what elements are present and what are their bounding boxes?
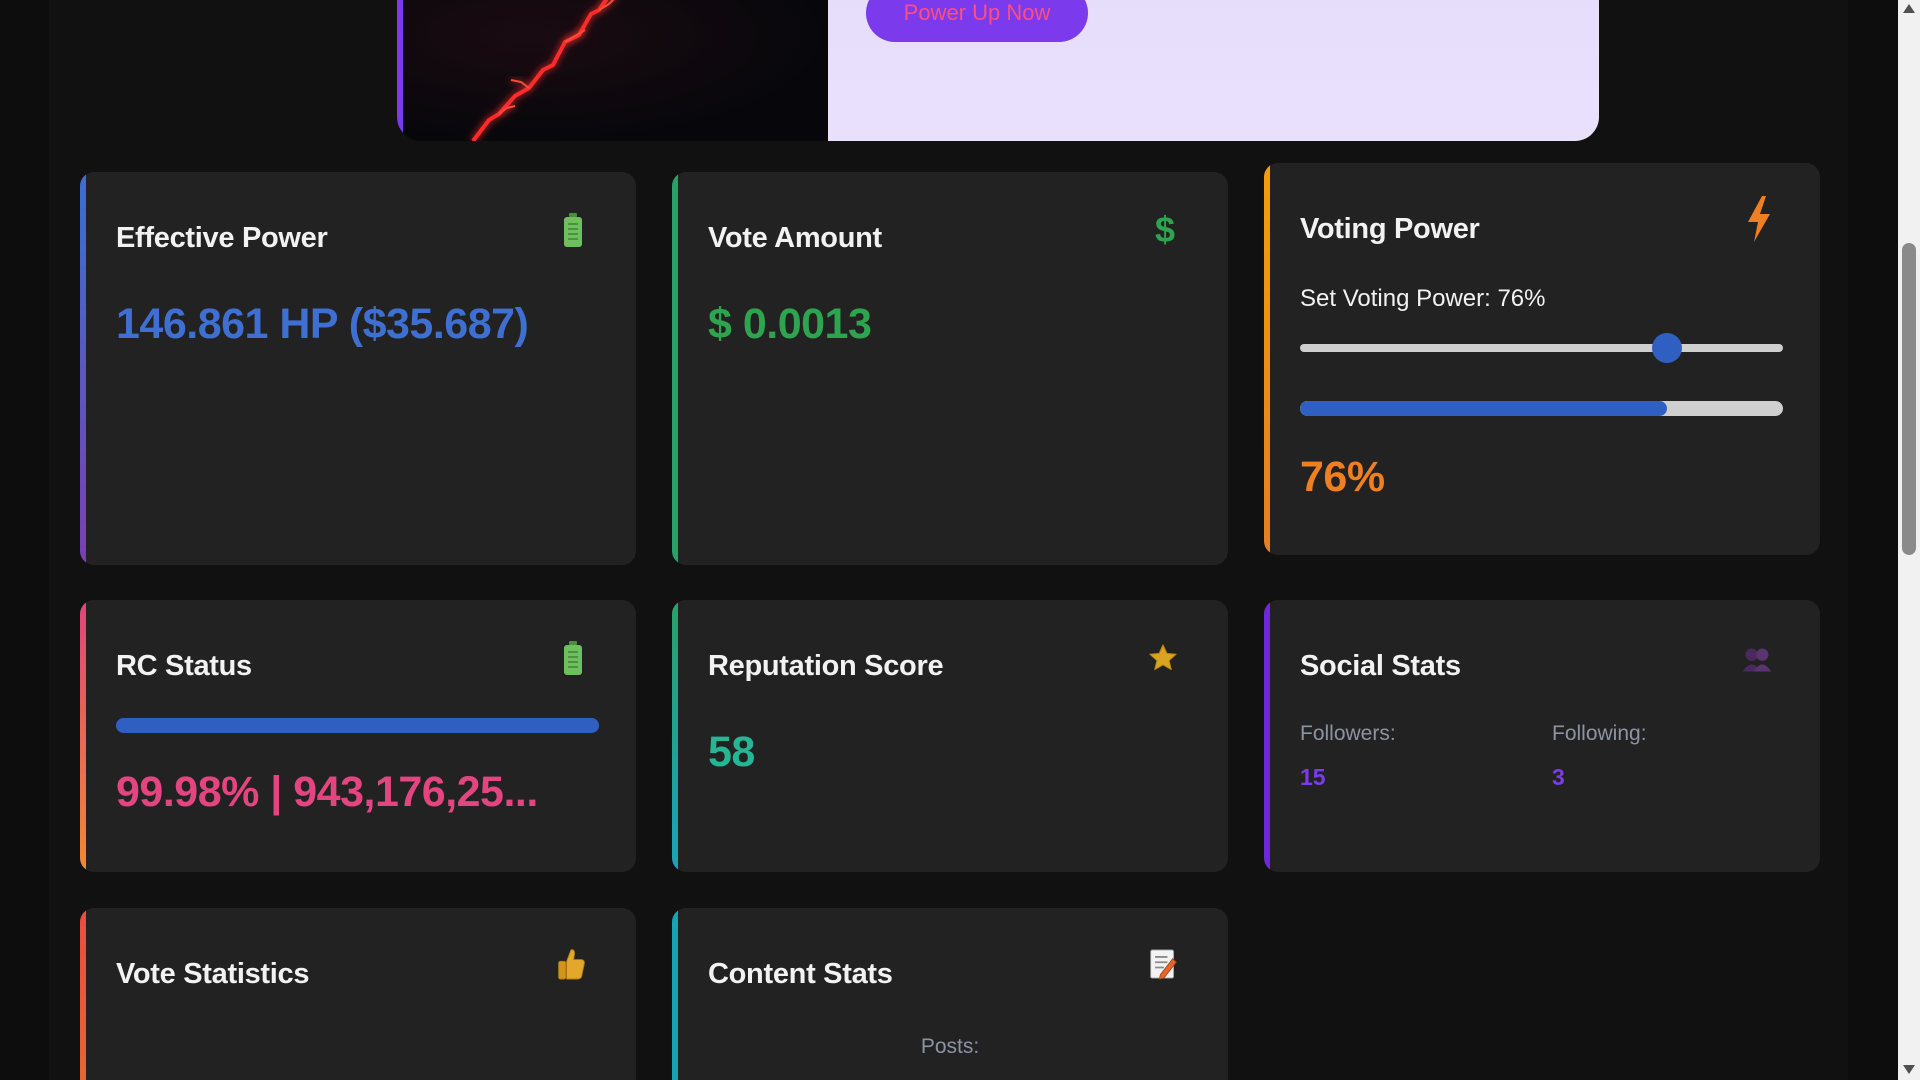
voting-power-progress-bar xyxy=(1300,401,1783,416)
card-title: Content Stats xyxy=(708,958,893,990)
card-title: Vote Amount xyxy=(708,222,882,254)
vote-amount-card: Vote Amount $ $ 0.0013 xyxy=(672,172,1228,565)
card-title: Voting Power xyxy=(1300,213,1480,245)
dollar-icon: $ xyxy=(1154,209,1176,250)
banner-content: Power Up Now xyxy=(828,0,1599,141)
posts-label: Posts: xyxy=(920,1035,980,1058)
card-title: Social Stats xyxy=(1300,650,1461,682)
scroll-thumb[interactable] xyxy=(1902,243,1916,555)
power-up-banner: Power Up Now xyxy=(397,0,1599,141)
followers-value[interactable]: 15 xyxy=(1300,764,1326,790)
card-title: Reputation Score xyxy=(708,650,944,682)
vote-amount-value: $ 0.0013 xyxy=(708,300,872,348)
memo-icon xyxy=(1148,946,1178,982)
vertical-scrollbar[interactable] xyxy=(1898,0,1920,1080)
rc-status-card: RC Status 99.98% | 943,176,25... xyxy=(80,600,636,872)
effective-power-value: 146.861 HP ($35.687) xyxy=(116,300,529,348)
voting-power-slider[interactable] xyxy=(1300,333,1783,363)
rc-progress-bar xyxy=(116,718,599,733)
card-title: Vote Statistics xyxy=(116,958,310,990)
scroll-up-arrow-icon[interactable] xyxy=(1903,4,1915,13)
card-title: RC Status xyxy=(116,650,252,682)
dashboard-page: Power Up Now Effective Power 146.861 HP … xyxy=(49,0,1848,1080)
content-stats-card: Content Stats Posts: xyxy=(672,908,1228,1080)
reputation-score-card: Reputation Score 58 xyxy=(672,600,1228,872)
power-up-now-button[interactable]: Power Up Now xyxy=(866,0,1088,42)
following-value[interactable]: 3 xyxy=(1552,764,1565,790)
slider-thumb[interactable] xyxy=(1652,333,1683,363)
voting-power-value: 76% xyxy=(1300,453,1385,501)
vote-statistics-card: Vote Statistics xyxy=(80,908,636,1080)
lightning-bolt-graphic xyxy=(471,0,615,141)
followers-label: Followers: xyxy=(1300,722,1396,745)
rc-status-value: 99.98% | 943,176,25... xyxy=(116,768,538,816)
busts-icon xyxy=(1742,642,1772,678)
following-label: Following: xyxy=(1552,722,1647,745)
lightning-banner-image xyxy=(397,0,828,141)
scroll-down-arrow-icon[interactable] xyxy=(1903,1065,1915,1074)
card-title: Effective Power xyxy=(116,222,328,254)
battery-icon xyxy=(558,641,588,678)
voting-power-card: Voting Power Set Voting Power: 76% 76% xyxy=(1264,163,1820,555)
thumbs-up-icon xyxy=(556,946,586,982)
battery-icon xyxy=(558,213,588,250)
voting-power-slider-label: Set Voting Power: 76% xyxy=(1300,285,1546,312)
star-icon xyxy=(1148,640,1178,676)
progress-fill xyxy=(1300,401,1668,416)
social-stats-card: Social Stats Followers: 15 Following: 3 xyxy=(1264,600,1820,872)
lightning-icon xyxy=(1744,196,1774,242)
progress-fill xyxy=(116,718,599,733)
reputation-score-value: 58 xyxy=(708,728,755,776)
effective-power-card: Effective Power 146.861 HP ($35.687) xyxy=(80,172,636,565)
